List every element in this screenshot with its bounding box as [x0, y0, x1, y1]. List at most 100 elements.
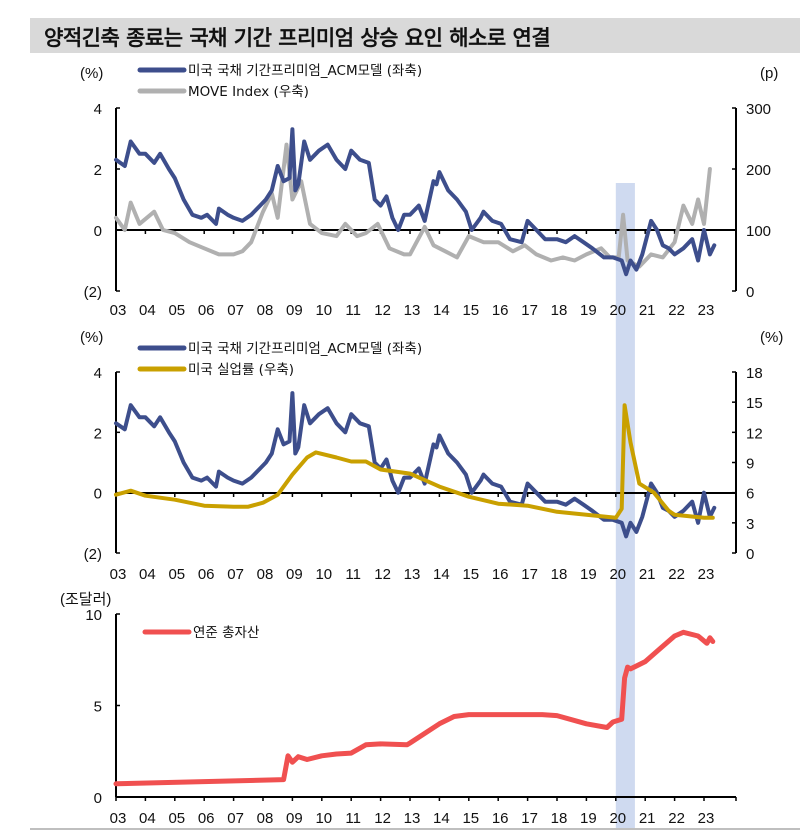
legend-label: 미국 국채 기간프리미엄_ACM모델 (좌축): [188, 63, 422, 79]
x-tick-label: 17: [521, 566, 538, 583]
right-tick-label: 0: [746, 284, 754, 301]
x-tick-label: 09: [286, 810, 303, 827]
left-tick-label: 0: [94, 790, 102, 807]
legend-label: 미국 국채 기간프리미엄_ACM모델 (좌축): [188, 341, 422, 357]
legend-label: 연준 총자산: [193, 625, 259, 641]
x-tick-label: 17: [521, 810, 538, 827]
left-tick-label: (2): [84, 284, 102, 301]
x-tick-label: 12: [374, 302, 391, 319]
x-tick-label: 23: [698, 810, 715, 827]
x-tick-label: 04: [139, 810, 156, 827]
right-tick-label: 100: [746, 223, 771, 240]
title-bar: 양적긴축 종료는 국채 기간 프리미엄 상승 요인 해소로 연결: [30, 18, 800, 53]
series-line-unemployment: [114, 403, 715, 520]
x-tick-label: 09: [286, 566, 303, 583]
left-tick-label: 10: [85, 607, 102, 624]
x-tick-label: 16: [492, 566, 509, 583]
x-tick-label: 03: [110, 810, 127, 827]
x-tick-label: 12: [374, 810, 391, 827]
x-tick-label: 06: [198, 566, 215, 583]
x-tick-label: 19: [580, 302, 597, 319]
left-tick-label: 5: [94, 699, 102, 716]
x-tick-label: 13: [404, 566, 421, 583]
right-tick-label: 3: [746, 516, 754, 533]
x-tick-label: 21: [639, 566, 656, 583]
right-axis-unit: (%): [760, 329, 783, 346]
x-tick-label: 18: [551, 566, 568, 583]
x-tick-label: 20: [609, 302, 626, 319]
right-tick-label: 18: [746, 365, 763, 382]
left-tick-label: 4: [94, 365, 102, 382]
right-tick-label: 12: [746, 425, 763, 442]
chart-title: 양적긴축 종료는 국채 기간 프리미엄 상승 요인 해소로 연결: [44, 26, 551, 50]
x-tick-label: 13: [404, 810, 421, 827]
x-tick-label: 14: [433, 810, 450, 827]
x-tick-label: 22: [668, 302, 685, 319]
left-axis-unit: (%): [80, 65, 103, 82]
x-tick-label: 04: [139, 302, 156, 319]
left-tick-label: 2: [94, 162, 102, 179]
x-tick-label: 13: [404, 302, 421, 319]
x-tick-label: 18: [551, 810, 568, 827]
x-tick-label: 21: [639, 302, 656, 319]
x-tick-label: 14: [433, 566, 450, 583]
left-axis-unit: (조달러): [60, 591, 111, 608]
x-tick-label: 19: [580, 810, 597, 827]
x-tick-label: 09: [286, 302, 303, 319]
x-tick-label: 04: [139, 566, 156, 583]
x-tick-label: 03: [110, 566, 127, 583]
left-tick-label: (2): [84, 546, 102, 563]
x-tick-label: 15: [462, 302, 479, 319]
x-tick-label: 08: [257, 566, 274, 583]
x-tick-label: 05: [168, 302, 185, 319]
x-tick-label: 11: [345, 566, 361, 583]
x-tick-label: 06: [198, 810, 215, 827]
left-tick-label: 2: [94, 425, 102, 442]
right-tick-label: 300: [746, 101, 771, 118]
x-tick-label: 03: [110, 302, 127, 319]
x-tick-label: 15: [462, 566, 479, 583]
legend-label: MOVE Index (우축): [188, 84, 309, 100]
x-tick-label: 08: [257, 810, 274, 827]
x-tick-label: 10: [315, 566, 332, 583]
x-tick-label: 07: [227, 566, 244, 583]
x-tick-label: 08: [257, 302, 274, 319]
right-tick-label: 9: [746, 456, 754, 473]
right-tick-label: 0: [746, 546, 754, 563]
x-tick-label: 10: [315, 810, 332, 827]
x-tick-label: 12: [374, 566, 391, 583]
x-tick-label: 14: [433, 302, 450, 319]
x-tick-label: 22: [668, 810, 685, 827]
legend-label: 미국 실업률 (우축): [188, 362, 294, 378]
x-tick-label: 18: [551, 302, 568, 319]
right-axis-unit: (p): [760, 65, 778, 82]
x-tick-label: 22: [668, 566, 685, 583]
series-line-acm: [114, 391, 717, 539]
x-tick-label: 20: [609, 810, 626, 827]
left-tick-label: 4: [94, 101, 102, 118]
series-line-move: [114, 142, 712, 269]
right-tick-label: 200: [746, 162, 771, 179]
x-tick-label: 10: [315, 302, 332, 319]
x-tick-label: 23: [698, 302, 715, 319]
x-tick-label: 16: [492, 302, 509, 319]
x-tick-label: 07: [227, 302, 244, 319]
x-tick-label: 17: [521, 302, 538, 319]
right-tick-label: 15: [746, 395, 763, 412]
x-tick-label: 11: [345, 810, 361, 827]
left-axis-unit: (%): [80, 329, 103, 346]
x-tick-label: 06: [198, 302, 215, 319]
right-tick-label: 6: [746, 486, 754, 503]
x-tick-label: 05: [168, 810, 185, 827]
series-line-fed_assets: [113, 629, 716, 787]
x-tick-label: 07: [227, 810, 244, 827]
x-tick-label: 05: [168, 566, 185, 583]
left-tick-label: 0: [94, 223, 102, 240]
x-tick-label: 15: [462, 810, 479, 827]
x-tick-label: 23: [698, 566, 715, 583]
left-tick-label: 0: [94, 486, 102, 503]
highlight-band-2020: [615, 183, 635, 828]
series-line-acm: [114, 127, 717, 277]
